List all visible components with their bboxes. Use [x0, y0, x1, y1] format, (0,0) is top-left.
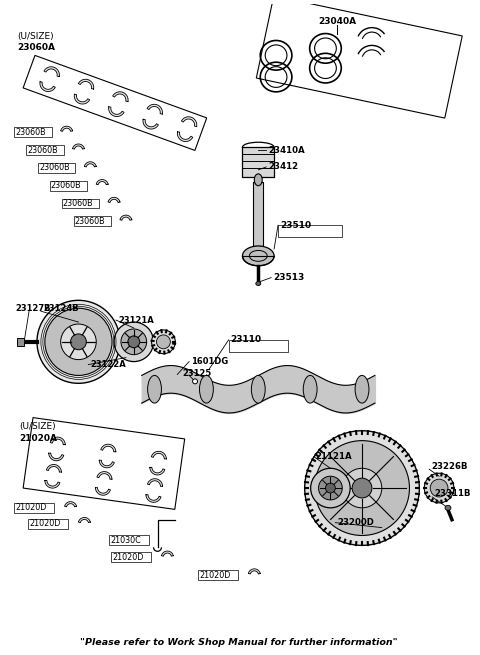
- Polygon shape: [161, 551, 173, 556]
- Polygon shape: [177, 132, 193, 141]
- Text: 23513: 23513: [273, 273, 304, 282]
- Polygon shape: [113, 92, 128, 102]
- Text: 23410A: 23410A: [268, 145, 305, 155]
- Polygon shape: [48, 453, 64, 460]
- Text: 23226B: 23226B: [431, 462, 468, 471]
- Text: 21020D: 21020D: [199, 571, 230, 580]
- Text: 23121A: 23121A: [118, 316, 154, 325]
- Polygon shape: [248, 569, 260, 574]
- Text: 21020A: 21020A: [19, 434, 57, 443]
- Ellipse shape: [200, 375, 213, 403]
- Polygon shape: [143, 119, 158, 129]
- Polygon shape: [40, 82, 55, 92]
- Polygon shape: [108, 107, 124, 117]
- Polygon shape: [147, 104, 162, 114]
- Ellipse shape: [148, 375, 161, 403]
- Polygon shape: [84, 162, 96, 167]
- FancyBboxPatch shape: [17, 338, 24, 346]
- Circle shape: [121, 329, 146, 354]
- Polygon shape: [45, 481, 60, 488]
- Text: 23060B: 23060B: [74, 217, 105, 226]
- Polygon shape: [74, 94, 90, 104]
- Text: 23060B: 23060B: [51, 181, 82, 190]
- Circle shape: [71, 334, 86, 350]
- Text: 23412: 23412: [268, 162, 298, 172]
- Polygon shape: [65, 502, 76, 507]
- Polygon shape: [101, 444, 116, 452]
- Circle shape: [37, 301, 120, 383]
- Text: 23127B: 23127B: [15, 304, 51, 312]
- Polygon shape: [72, 144, 84, 149]
- Ellipse shape: [254, 174, 262, 186]
- Circle shape: [430, 479, 448, 497]
- Ellipse shape: [445, 506, 451, 510]
- Text: (U/SIZE): (U/SIZE): [17, 32, 54, 41]
- Polygon shape: [96, 487, 110, 495]
- Polygon shape: [242, 147, 274, 177]
- Circle shape: [325, 483, 336, 493]
- Text: 23110: 23110: [230, 335, 262, 345]
- Text: 21121A: 21121A: [315, 452, 352, 461]
- Polygon shape: [120, 215, 132, 220]
- Polygon shape: [147, 479, 163, 486]
- Polygon shape: [47, 464, 61, 472]
- Text: 23060A: 23060A: [17, 43, 55, 52]
- Circle shape: [311, 468, 350, 508]
- Polygon shape: [78, 79, 94, 89]
- Circle shape: [156, 335, 170, 348]
- Polygon shape: [151, 451, 167, 459]
- Polygon shape: [108, 197, 120, 202]
- Ellipse shape: [303, 375, 317, 403]
- Circle shape: [342, 468, 382, 508]
- Polygon shape: [97, 472, 112, 479]
- Circle shape: [128, 336, 140, 348]
- Text: 23510: 23510: [280, 221, 311, 230]
- Text: 21030C: 21030C: [110, 536, 141, 545]
- Ellipse shape: [252, 375, 265, 403]
- Polygon shape: [44, 67, 60, 77]
- Circle shape: [45, 309, 112, 375]
- Text: 23060B: 23060B: [39, 164, 70, 172]
- Circle shape: [305, 431, 420, 546]
- Ellipse shape: [256, 282, 261, 286]
- Polygon shape: [60, 126, 72, 132]
- Polygon shape: [146, 495, 161, 502]
- Text: 21020D: 21020D: [15, 503, 47, 512]
- Circle shape: [424, 473, 454, 503]
- Text: 1601DG: 1601DG: [191, 357, 228, 366]
- Circle shape: [152, 330, 175, 354]
- Circle shape: [314, 441, 409, 536]
- Text: 23040A: 23040A: [318, 17, 356, 26]
- Text: 23124B: 23124B: [43, 304, 79, 312]
- Polygon shape: [181, 117, 197, 126]
- Text: 23311B: 23311B: [434, 489, 471, 498]
- Text: 21020D: 21020D: [29, 519, 60, 528]
- Ellipse shape: [242, 246, 274, 266]
- Polygon shape: [50, 437, 65, 445]
- Text: 23200D: 23200D: [337, 518, 374, 527]
- Circle shape: [114, 322, 154, 362]
- Text: 23122A: 23122A: [90, 360, 126, 369]
- Circle shape: [192, 379, 197, 384]
- Text: 23060B: 23060B: [63, 199, 93, 208]
- Circle shape: [60, 324, 96, 360]
- Ellipse shape: [355, 375, 369, 403]
- Polygon shape: [253, 182, 263, 246]
- Text: (U/SIZE): (U/SIZE): [19, 422, 56, 431]
- Text: 23060B: 23060B: [15, 128, 46, 137]
- Polygon shape: [99, 460, 114, 468]
- Text: 21020D: 21020D: [112, 553, 144, 562]
- Circle shape: [352, 478, 372, 498]
- Polygon shape: [78, 517, 90, 523]
- Polygon shape: [150, 467, 165, 475]
- Circle shape: [319, 476, 342, 500]
- Polygon shape: [96, 179, 108, 185]
- Text: 23125: 23125: [182, 369, 212, 378]
- Text: 23060B: 23060B: [27, 145, 58, 155]
- Text: "Please refer to Work Shop Manual for further information": "Please refer to Work Shop Manual for fu…: [80, 638, 397, 646]
